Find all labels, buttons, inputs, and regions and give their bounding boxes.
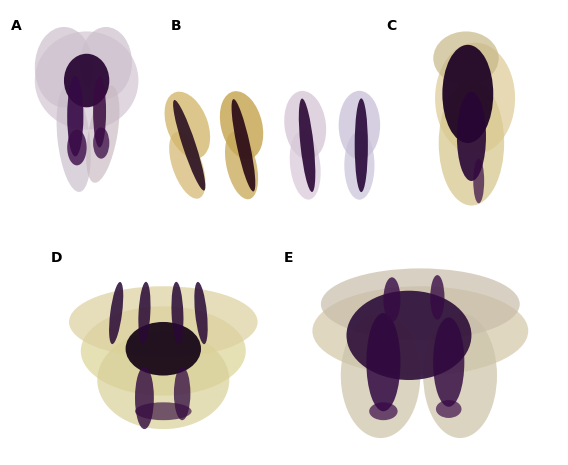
Ellipse shape [366,313,400,411]
Ellipse shape [225,132,258,199]
Ellipse shape [57,85,91,192]
Ellipse shape [35,27,93,107]
Ellipse shape [433,318,465,407]
Ellipse shape [457,92,486,181]
Ellipse shape [93,127,109,159]
Ellipse shape [80,27,132,99]
Ellipse shape [435,43,515,154]
Text: C: C [386,19,396,33]
Ellipse shape [299,99,315,192]
Ellipse shape [81,306,246,396]
Ellipse shape [135,366,154,429]
Ellipse shape [97,331,229,429]
Text: E: E [284,251,294,265]
Ellipse shape [473,159,484,203]
Text: A: A [11,19,22,33]
Ellipse shape [346,291,471,380]
Ellipse shape [64,54,109,107]
Ellipse shape [383,277,400,322]
Ellipse shape [67,130,86,166]
Ellipse shape [431,275,445,320]
Ellipse shape [93,76,106,147]
Ellipse shape [344,131,374,200]
Ellipse shape [135,402,191,420]
Ellipse shape [69,286,257,358]
Ellipse shape [341,313,420,438]
Ellipse shape [172,282,183,344]
Text: D: D [51,251,62,265]
Ellipse shape [165,92,210,159]
Ellipse shape [436,400,461,418]
Ellipse shape [35,32,139,130]
Ellipse shape [139,282,151,344]
FancyBboxPatch shape [6,5,168,228]
Ellipse shape [321,268,520,340]
Ellipse shape [173,100,206,191]
Ellipse shape [126,322,201,376]
Ellipse shape [433,32,499,85]
Ellipse shape [284,91,326,159]
Ellipse shape [109,282,123,344]
Ellipse shape [67,76,83,156]
Ellipse shape [369,402,398,420]
Ellipse shape [312,286,528,376]
Ellipse shape [442,45,493,143]
Ellipse shape [86,86,119,183]
Ellipse shape [220,91,263,159]
Ellipse shape [194,282,208,344]
Ellipse shape [290,131,321,199]
Ellipse shape [339,91,380,159]
Ellipse shape [174,366,190,420]
Ellipse shape [438,80,504,206]
Ellipse shape [232,99,255,192]
Ellipse shape [354,99,368,192]
Ellipse shape [169,132,206,199]
Ellipse shape [423,313,497,438]
Text: B: B [170,19,181,33]
